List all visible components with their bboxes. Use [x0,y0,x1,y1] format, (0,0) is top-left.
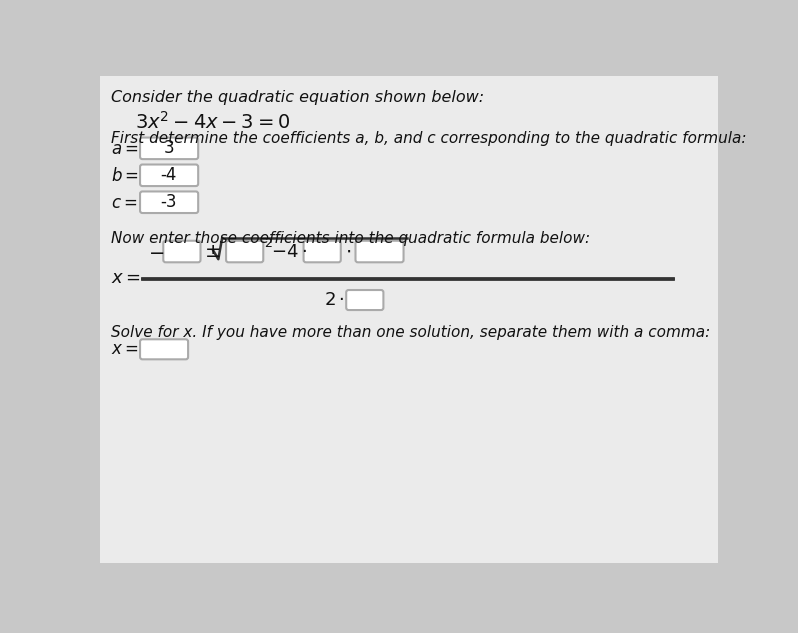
FancyBboxPatch shape [303,241,341,262]
Text: $-$: $-$ [148,242,164,261]
Text: First determine the coefficients a, b, and c corresponding to the quadratic form: First determine the coefficients a, b, a… [111,130,746,146]
Text: 3: 3 [164,139,174,158]
Text: -3: -3 [160,193,177,211]
FancyBboxPatch shape [100,76,718,563]
FancyBboxPatch shape [140,339,188,360]
Text: $a =$: $a =$ [111,140,138,158]
Text: $c =$: $c =$ [111,194,137,212]
FancyBboxPatch shape [346,290,383,310]
Text: Now enter those coefficients into the quadratic formula below:: Now enter those coefficients into the qu… [111,231,590,246]
Text: $3x^2-4x-3=0$: $3x^2-4x-3=0$ [135,111,290,134]
Text: $x =$: $x =$ [111,270,140,287]
FancyBboxPatch shape [164,241,200,262]
Text: $\cdot$: $\cdot$ [345,242,351,261]
Text: $\pm$: $\pm$ [203,242,220,261]
Text: 2: 2 [264,237,272,250]
Text: Consider the quadratic equation shown below:: Consider the quadratic equation shown be… [111,90,484,105]
Text: Solve for x. If you have more than one solution, separate them with a comma:: Solve for x. If you have more than one s… [111,325,710,340]
Text: $-4\cdot$: $-4\cdot$ [271,242,306,261]
FancyBboxPatch shape [140,137,198,159]
Text: $2\cdot$: $2\cdot$ [325,291,346,309]
Text: $b =$: $b =$ [111,167,139,185]
FancyBboxPatch shape [140,191,198,213]
FancyBboxPatch shape [140,165,198,186]
FancyBboxPatch shape [226,241,263,262]
Text: $x =$: $x =$ [111,341,138,358]
Text: -4: -4 [160,166,177,184]
FancyBboxPatch shape [355,241,404,262]
